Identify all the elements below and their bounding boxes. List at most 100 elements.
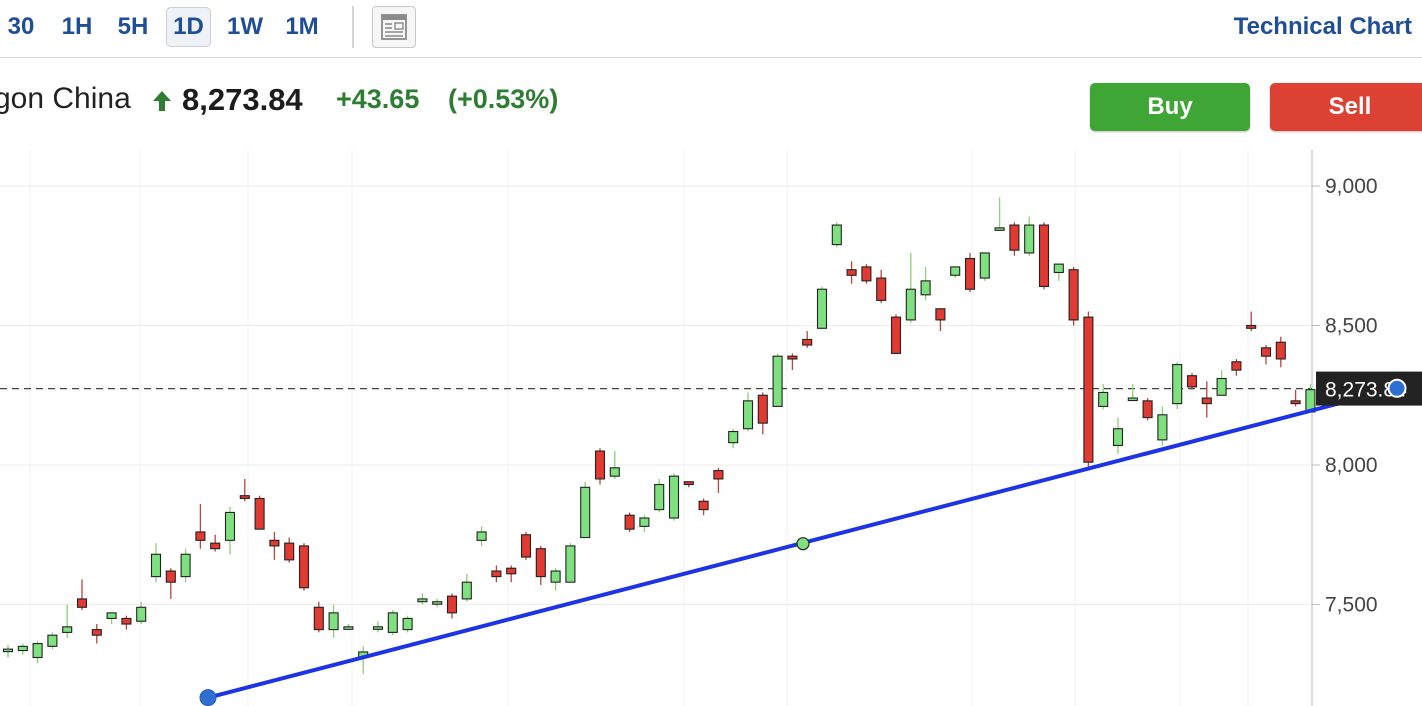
candle-body-33 [491,570,502,578]
candle-56 [831,222,842,248]
candle-13 [195,504,206,549]
candle-86 [1275,336,1286,368]
candle-34 [506,565,517,583]
candle-body-65 [964,257,976,290]
trend-line-handles[interactable] [199,378,1407,706]
candle-58 [861,264,872,284]
candle-19 [284,537,295,563]
candle-77 [1142,398,1153,421]
price-chart[interactable]: 9,000 8,500 8,000 7,500 8,273.84 [0,150,1422,706]
candle-body-53 [787,355,798,360]
timeframe-1w[interactable]: 1W [227,13,263,40]
candle-10 [150,543,162,583]
candle-48 [713,467,724,493]
candle-36 [535,545,546,585]
candle-body-62 [920,280,931,296]
candle-body-12 [180,553,191,578]
toolbar-divider [352,6,354,48]
technical-chart-link[interactable]: Technical Chart [1233,13,1412,40]
candle-body-40 [594,450,606,480]
candle-69 [1024,216,1035,256]
candle-17 [254,495,265,530]
instrument-name: gon China [0,82,131,115]
timeframe-1d[interactable]: 1D [166,7,211,47]
candle-body-57 [846,269,857,276]
candle-body-56 [831,224,842,246]
candle-body-49 [728,430,739,444]
up-arrow-icon [153,91,171,111]
timeframe-30[interactable]: 30 [7,13,35,40]
candle-20 [298,543,310,591]
buy-button[interactable]: Buy [1090,83,1250,131]
candle-61 [905,252,916,323]
candle-66 [979,252,990,281]
candle-82 [1216,370,1227,396]
candle-body-70 [1038,224,1050,287]
candle-74 [1098,384,1109,410]
price-axis-label-2: 8,000 [1325,454,1378,477]
candle-0 [2,644,14,658]
candle-body-6 [91,629,102,636]
sell-button[interactable]: Sell [1270,83,1422,131]
candle-body-52 [772,355,783,407]
candle-body-36 [535,548,546,578]
candle-30 [446,593,458,619]
candle-body-10 [150,553,162,578]
candle-59 [876,269,887,304]
candle-71 [1053,263,1064,281]
candle-45 [668,473,680,521]
toolbar: 30 1H 5H 1D 1W 1M Technical Chart [0,0,1422,58]
candle-body-20 [298,545,310,589]
candle-body-78 [1157,414,1168,441]
trend-line-mid-handle [796,537,810,551]
candle-35 [520,531,532,560]
price-axis-label-1: 8,500 [1325,315,1378,338]
candle-1 [17,643,28,655]
candle-9 [136,601,147,625]
candle-39 [580,481,591,539]
candle-body-83 [1231,361,1242,371]
candle-81 [1201,381,1212,418]
candle-73 [1083,311,1094,471]
candle-5 [76,579,88,611]
candle-12 [180,548,191,583]
candle-body-81 [1201,397,1212,405]
candle-body-11 [165,570,176,583]
candle-27 [402,615,413,633]
trend-line-start-handle [199,689,217,706]
candle-64 [950,266,961,279]
candle-body-63 [935,308,946,321]
candle-54 [802,331,813,348]
candle-body-32 [476,531,487,541]
timeframe-1h[interactable]: 1H [61,13,93,40]
layout-button[interactable] [372,6,416,48]
candle-78 [1157,406,1168,446]
candle-body-73 [1083,316,1094,463]
candle-25 [372,621,384,633]
timeframe-5h[interactable]: 5H [117,13,149,40]
candle-body-2 [32,643,43,659]
candle-body-55 [816,288,828,329]
chart-grid-horizontal [0,185,1312,605]
candle-51 [757,392,768,435]
candle-67 [994,197,1005,231]
candle-body-29 [432,601,443,605]
candle-body-9 [136,606,147,622]
candle-50 [742,392,754,432]
candle-body-59 [876,277,887,301]
layout-grid-icon [381,14,407,40]
timeframe-1m[interactable]: 1M [285,13,319,40]
candle-body-22 [328,612,339,631]
candle-body-47 [698,500,709,511]
candle-body-69 [1024,224,1035,254]
price-axis-label-0: 9,000 [1325,175,1378,198]
candle-body-17 [254,497,265,530]
candle-body-44 [654,483,665,511]
candle-6 [91,624,102,644]
candle-28 [417,593,428,605]
candle-31 [461,573,472,602]
candle-body-79 [1172,364,1183,405]
candle-18 [269,531,280,560]
candle-body-1 [17,645,28,652]
candle-22 [328,604,339,638]
